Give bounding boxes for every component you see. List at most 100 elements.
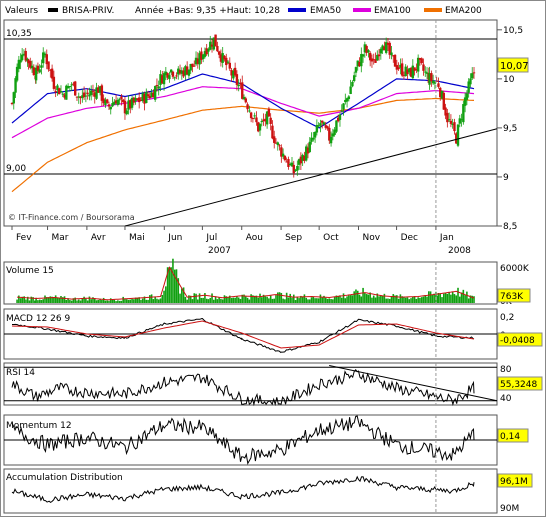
volume-bar (301, 296, 304, 303)
candle (194, 51, 198, 66)
candle (171, 70, 175, 80)
candle (49, 69, 52, 78)
volume-bar (67, 298, 69, 303)
candle (175, 72, 178, 80)
volume-bar (115, 301, 117, 303)
candle (47, 61, 50, 72)
volume-bar (141, 298, 144, 303)
candle (329, 131, 333, 147)
volume-bar (328, 298, 331, 303)
candle (447, 112, 451, 122)
candle (292, 160, 295, 178)
candle (397, 62, 400, 71)
candle (383, 41, 386, 51)
candle (54, 86, 57, 98)
candle (319, 119, 322, 133)
volume-bar (257, 297, 260, 303)
volume-bar (441, 297, 443, 303)
candle (148, 92, 152, 100)
volume-bar (81, 298, 84, 303)
volume-bar (186, 299, 188, 303)
candle (111, 96, 114, 108)
candle (77, 92, 80, 104)
candle (446, 108, 449, 128)
volume-bar (424, 295, 427, 303)
volume-bar (124, 298, 126, 303)
month-label: Fev (16, 233, 32, 243)
candle (400, 58, 404, 78)
volume-bar (326, 298, 329, 303)
volume-bar (273, 298, 276, 303)
volume-bar (431, 294, 434, 303)
momentum-title: Momentum 12 (6, 421, 72, 431)
candle (358, 57, 361, 67)
price-y-ticks: 10,5 10 9,5 9 8,5 (497, 26, 523, 232)
volume-bar (202, 297, 204, 303)
price-panel: 10,35 9,00 © IT-Finance.com / Boursorama… (3, 19, 529, 232)
volume-bar (61, 297, 64, 303)
candle (379, 47, 383, 60)
volume-bar (374, 297, 377, 303)
volume-bar (25, 299, 27, 303)
candle (91, 84, 95, 97)
volume-bar (70, 300, 73, 303)
rsi-line (11, 369, 475, 407)
chart-header: Valeurs BRISA-PRIV. Année +Bas: 9,35 +Ha… (5, 5, 482, 16)
volume-bar (397, 298, 400, 303)
candle (409, 67, 413, 78)
volume-bar (262, 294, 265, 303)
candle (52, 70, 56, 91)
accumulation-title: Accumulation Distribution (6, 473, 123, 483)
volume-bar (18, 295, 20, 303)
candle (58, 87, 61, 95)
candle (338, 112, 342, 127)
volume-bar (271, 298, 274, 303)
candle (251, 117, 255, 123)
volume-bar (182, 287, 185, 303)
volume-bar (97, 299, 100, 303)
candle (95, 82, 98, 100)
volume-bar (74, 297, 77, 303)
candle (437, 77, 440, 89)
candle (139, 96, 143, 101)
candle (299, 152, 303, 171)
candle (168, 71, 171, 83)
volume-bar (390, 297, 393, 303)
volume-bar (284, 299, 286, 303)
volume-bar (291, 297, 293, 303)
volume-bar (292, 294, 295, 303)
candle (388, 41, 391, 59)
volume-bar (138, 297, 140, 303)
candle (313, 131, 317, 143)
candle (17, 55, 21, 73)
candle (308, 137, 311, 153)
candle (201, 53, 205, 63)
volume-bar (360, 296, 363, 303)
candle (399, 58, 402, 75)
volume-bar (364, 292, 366, 303)
volume-moving-average (17, 266, 475, 301)
candle (342, 103, 345, 116)
candle (317, 122, 320, 128)
candle (105, 98, 109, 104)
candle (200, 47, 203, 64)
candle (365, 44, 368, 56)
volume-bar (403, 297, 405, 303)
candle (150, 89, 153, 98)
candle (118, 97, 121, 105)
volume-bar (444, 292, 447, 303)
candle (257, 121, 260, 133)
volume-bar (253, 295, 256, 303)
candle (433, 80, 437, 90)
volume-bar (195, 293, 197, 303)
volume-bar (53, 297, 55, 303)
volume-bar (136, 297, 139, 303)
candle (205, 43, 208, 56)
volume-bar (458, 296, 461, 303)
candle (239, 78, 242, 89)
volume-bar (237, 297, 240, 303)
volume-bar (420, 297, 423, 303)
volume-bar (353, 291, 355, 303)
macd-ytick-top: 0,2 (500, 313, 514, 323)
